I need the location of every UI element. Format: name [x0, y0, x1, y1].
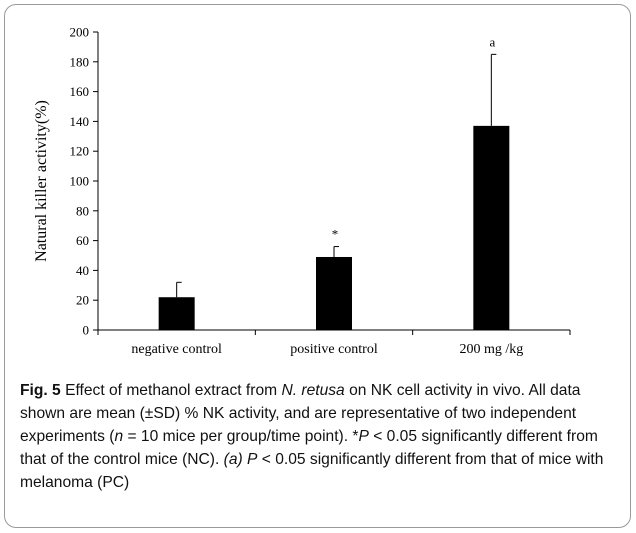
figure-label: Fig. 5: [20, 382, 61, 399]
caption-segment: (a) P: [223, 451, 258, 468]
y-tick-label: 20: [76, 293, 89, 308]
y-tick-label: 200: [70, 25, 90, 40]
y-tick-label: 180: [70, 54, 90, 69]
caption-segment: P: [358, 428, 369, 445]
caption-segment: on NK cell activity in vivo. All data sh…: [20, 382, 581, 445]
y-axis-label: Natural killer activity(%): [33, 100, 50, 262]
x-tick-label: negative control: [131, 342, 222, 357]
y-tick-label: 60: [76, 233, 89, 248]
significance-marker: *: [332, 227, 339, 242]
y-tick-label: 80: [76, 203, 89, 218]
y-tick-label: 100: [70, 174, 90, 189]
figure-caption: Fig. 5 Effect of methanol extract from N…: [20, 379, 624, 494]
error-bars: *a: [176, 34, 497, 298]
bar: [473, 125, 510, 331]
caption-text: Effect of methanol extract from N. retus…: [20, 382, 603, 491]
caption-segment: n: [114, 428, 124, 445]
y-tick-label: 160: [70, 84, 90, 99]
bar: [316, 256, 352, 330]
y-tick-label: 120: [70, 144, 90, 159]
x-tick-label: 200 mg /kg: [459, 342, 523, 357]
caption-segment: N. retusa: [281, 382, 345, 399]
y-tick-label: 140: [70, 114, 90, 129]
y-tick-label: 40: [76, 263, 89, 278]
caption-segment: < 0.05 significantly different from that…: [20, 428, 598, 468]
x-tick-labels: negative control positive control 200 mg /…: [97, 330, 571, 357]
caption-segment: < 0.05 significantly different from that…: [20, 451, 604, 491]
caption-segment: Effect of methanol extract from: [60, 382, 282, 399]
y-tick-label: 0: [83, 323, 90, 338]
bars: [158, 125, 510, 331]
y-ticks: 0 20 40 60 80 100 120 140 160 180 200: [70, 25, 98, 338]
x-tick-label: positive control: [290, 342, 378, 357]
bar: [158, 297, 195, 330]
significance-marker: a: [489, 34, 495, 49]
caption-segment: = 10 mice per group/time point). *: [123, 428, 359, 445]
